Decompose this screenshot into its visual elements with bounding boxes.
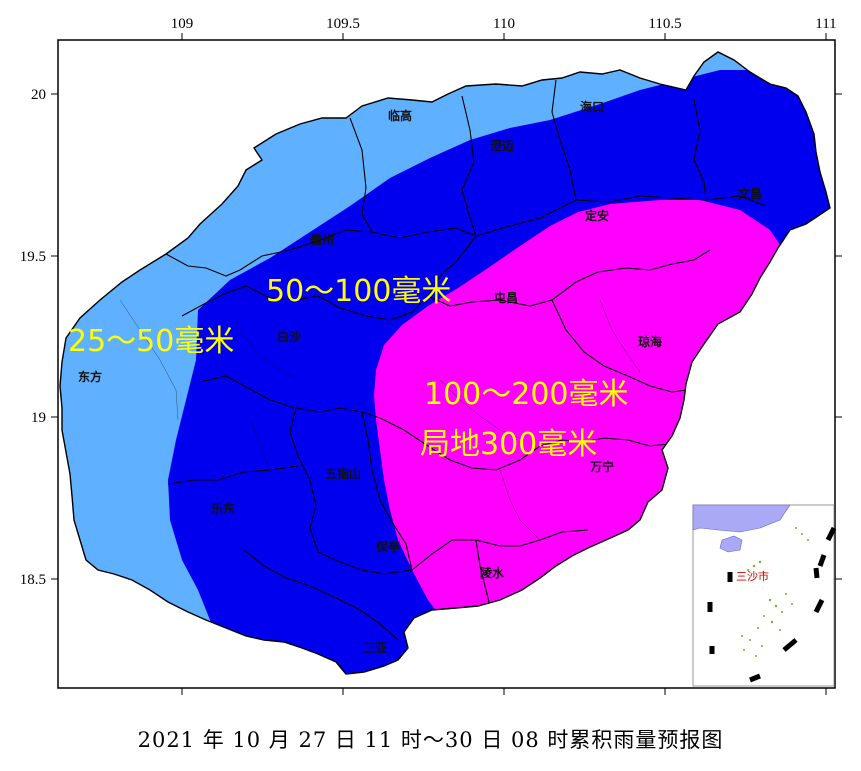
city-label-baoting: 保亭: [375, 539, 400, 554]
city-label-dingan: 定安: [585, 208, 609, 223]
y-axis: 20 19.5 19 18.5: [20, 87, 842, 588]
y-tick-label: 19.5: [20, 249, 46, 265]
city-label-dongfang: 东方: [78, 369, 102, 384]
city-label-wuzhishan: 五指山: [325, 466, 361, 481]
city-label-qionghai: 琼海: [638, 334, 662, 349]
inset-mainland: [692, 504, 791, 533]
city-label-tunchang: 屯昌: [494, 290, 518, 305]
city-label-danzhou: 儋州: [310, 232, 334, 247]
city-labels: 临高 海口 澄迈 文昌 儋州 定安 屯昌 白沙 琼海 东方 五指山 万宁 乐东 …: [78, 99, 762, 655]
inset-islands: [741, 527, 809, 657]
y-tick-label: 19: [31, 410, 46, 426]
city-label-lingao: 临高: [388, 108, 412, 123]
city-label-ledong: 乐东: [211, 501, 235, 516]
zone-label-25-50: 25～50毫米: [68, 324, 234, 359]
x-axis: 109 109.5 110 110.5 111: [171, 16, 837, 695]
island-outline: [59, 51, 831, 675]
minor-lines: [119, 299, 641, 541]
x-tick-label: 109.5: [326, 16, 360, 32]
zone-label-100-200: 100～200毫米: [424, 377, 629, 412]
y-tick-label: 20: [31, 87, 46, 103]
inset-label-sansha: 三沙市: [736, 569, 769, 583]
city-label-haikou: 海口: [580, 99, 604, 114]
county-boundaries: [165, 79, 767, 641]
city-label-chengmai: 澄迈: [490, 138, 514, 153]
city-label-wanning: 万宁: [589, 459, 614, 474]
zone-labels: 25～50毫米 50～100毫米 100～200毫米 局地300毫米: [68, 274, 629, 462]
x-tick-label: 111: [815, 16, 836, 32]
inset-map: 三沙市: [692, 504, 837, 687]
zone-label-local-300: 局地300毫米: [420, 427, 597, 462]
inset-hainan: [719, 535, 743, 553]
x-tick-label: 109: [171, 16, 194, 32]
zone-100-200: [374, 200, 790, 650]
map-caption: 2021 年 10 月 27 日 11 时～30 日 08 时累积雨量预报图: [137, 728, 724, 752]
y-tick-label: 18.5: [20, 572, 46, 588]
city-label-wenchang: 文昌: [738, 186, 762, 201]
inset-frame: [692, 504, 835, 687]
city-label-baisha: 白沙: [277, 329, 301, 344]
x-tick-label: 110: [493, 16, 515, 32]
inset-dashed-line: [707, 526, 837, 683]
city-label-lingshui: 陵水: [480, 565, 505, 580]
zone-label-50-100: 50～100毫米: [266, 274, 451, 309]
x-tick-label: 110.5: [648, 16, 681, 32]
city-label-sanya: 三亚: [363, 641, 387, 655]
